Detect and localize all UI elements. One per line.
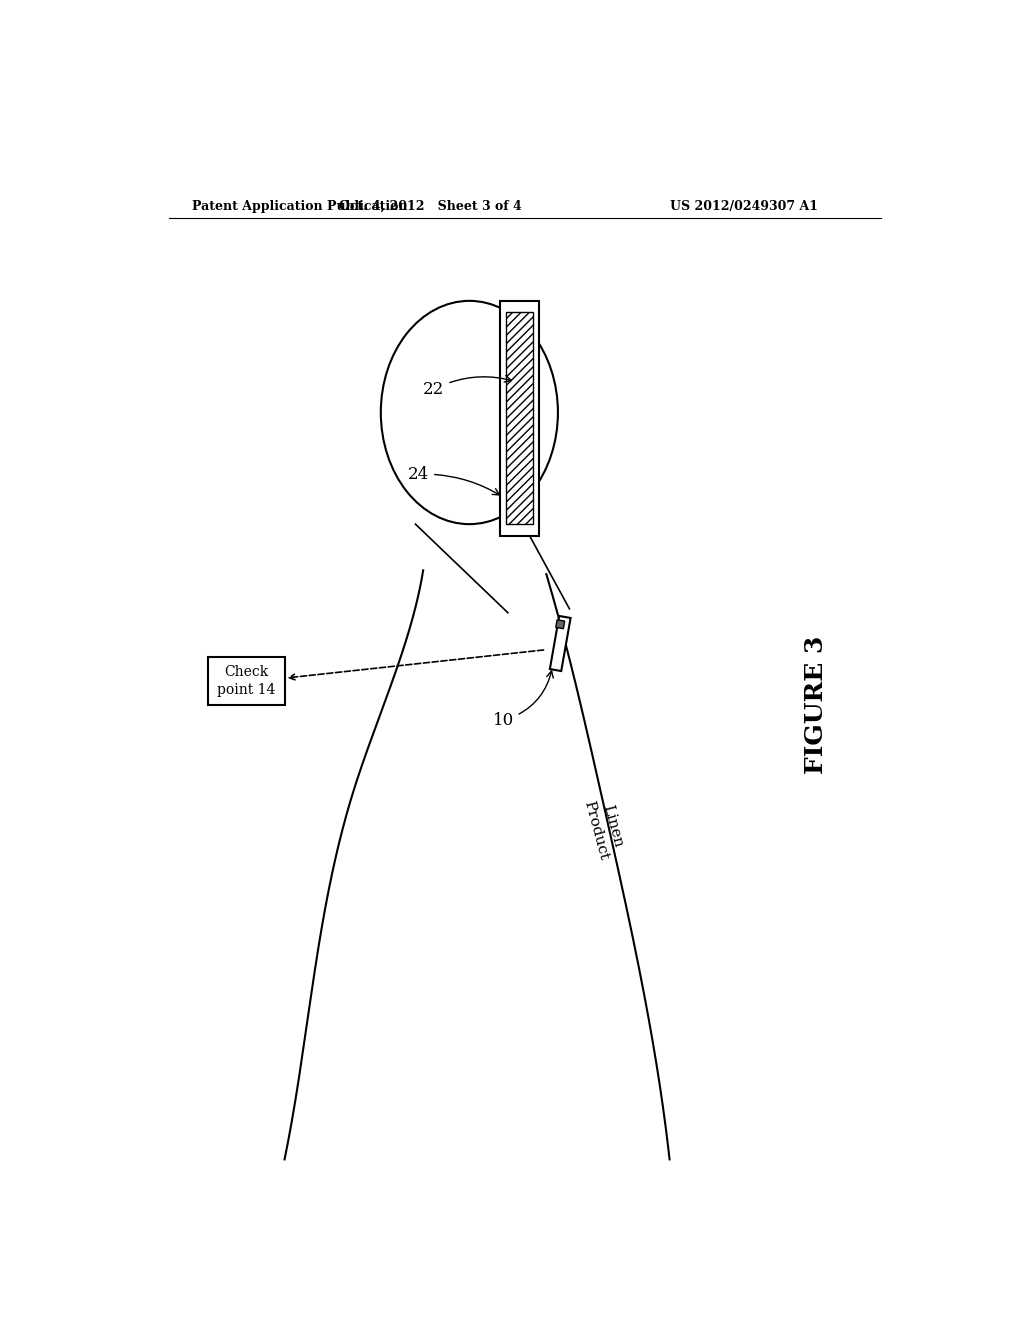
Bar [506,313,532,524]
Text: 10: 10 [493,671,553,729]
Bar [500,301,539,536]
Text: 24: 24 [408,466,500,495]
Text: FIGURE 3: FIGURE 3 [804,636,827,775]
Polygon shape [550,616,570,671]
Bar [208,657,285,705]
Text: US 2012/0249307 A1: US 2012/0249307 A1 [670,199,817,213]
Bar [500,301,539,536]
Polygon shape [556,620,564,628]
Text: Linen
Product: Linen Product [581,795,627,862]
Text: 22: 22 [423,376,511,397]
Text: Patent Application Publication: Patent Application Publication [193,199,408,213]
Text: Check
point 14: Check point 14 [217,665,275,697]
Text: Oct. 4, 2012   Sheet 3 of 4: Oct. 4, 2012 Sheet 3 of 4 [340,199,522,213]
Ellipse shape [381,301,558,524]
